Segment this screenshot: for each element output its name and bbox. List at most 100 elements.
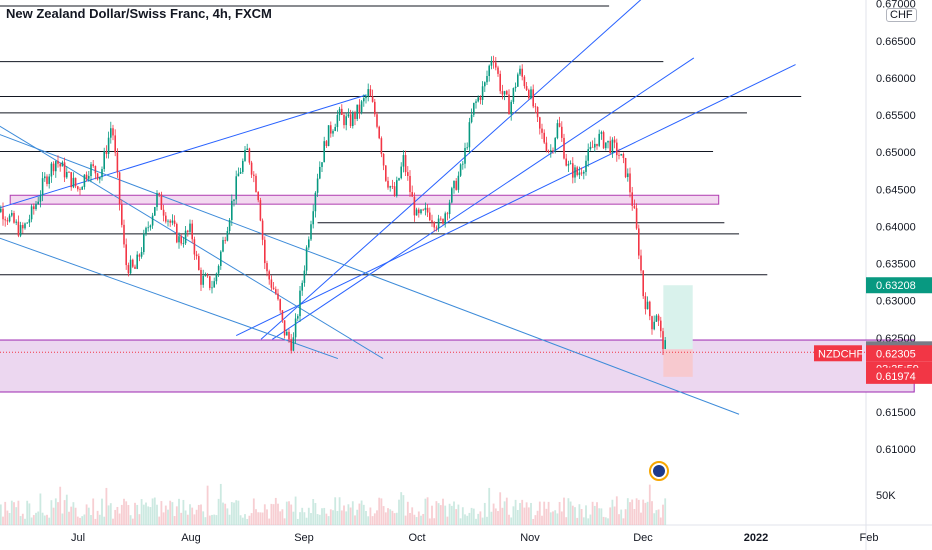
volume-bar [145, 502, 147, 525]
volume-bar [325, 513, 328, 525]
event-flag-icon-inner [653, 465, 665, 477]
candle-body [204, 275, 207, 277]
volume-bar [420, 515, 422, 525]
candle-body [646, 301, 649, 310]
price-axis[interactable]: 0.67000 0.66500 0.66000 0.65500 0.65000 0.645… [876, 0, 916, 502]
volume-bar [659, 517, 662, 525]
candle-body [184, 230, 187, 244]
candle-body [248, 148, 251, 163]
candle-body [565, 158, 567, 166]
candle-body [173, 220, 176, 224]
candle-body [561, 126, 563, 138]
candle-body [129, 259, 132, 274]
volume-bar [459, 518, 462, 525]
volume-bar [237, 500, 240, 525]
candle-body [578, 172, 581, 175]
candle-body [145, 227, 147, 234]
candle-body [407, 172, 409, 176]
volume-bar [63, 500, 66, 525]
volume-bar [549, 512, 552, 525]
volume-bar [437, 503, 440, 525]
volume-bar [153, 497, 156, 525]
candle-body [88, 176, 90, 179]
candle-body [367, 89, 369, 97]
candle-body [156, 193, 158, 208]
candle-body [363, 98, 365, 102]
candle-body [81, 186, 83, 190]
volume-bar [391, 510, 394, 525]
candle-body [33, 206, 35, 210]
volume-bar [169, 500, 172, 525]
candle-body [132, 259, 134, 267]
time-axis[interactable]: Jul Aug Sep Oct Nov Dec 2022 Feb [71, 532, 879, 544]
candle-body [591, 146, 594, 148]
volume-bar [450, 505, 453, 525]
volume-bar [94, 518, 97, 525]
volume-bar [19, 516, 22, 525]
volume-bar [580, 508, 583, 525]
candle-body [596, 143, 598, 146]
candle-body [631, 192, 633, 206]
volume-bar [406, 501, 409, 525]
candle-body [418, 209, 420, 214]
volume-bar [299, 512, 301, 525]
volume-bar [494, 508, 497, 525]
candle-body [413, 196, 416, 216]
candle-body [0, 208, 2, 212]
volume-bar [127, 504, 130, 525]
candle-body [99, 177, 101, 180]
currency-badge[interactable]: CHF [886, 8, 917, 22]
candle-body [272, 287, 275, 290]
candle-body [149, 225, 152, 228]
volume-bar [453, 501, 455, 525]
x-tick-label: Nov [520, 532, 540, 544]
y-tick-label: 0.61500 [876, 407, 916, 419]
candle-body [448, 202, 451, 215]
candle-body [655, 315, 658, 322]
candle-body [136, 254, 138, 269]
candle-body [226, 231, 229, 241]
candle-body [59, 163, 61, 167]
volume-bar [585, 505, 587, 525]
y-tick-label: 0.64500 [876, 184, 916, 196]
volume-bar [644, 502, 647, 525]
candle-body [514, 86, 517, 89]
candle-body [380, 138, 383, 154]
volume-bar [52, 507, 55, 525]
candle-body [523, 76, 526, 87]
candle-body [138, 254, 141, 257]
candle-body [323, 141, 325, 163]
volume-bar [571, 505, 574, 525]
candle-body [123, 224, 125, 245]
volume-bar [600, 508, 603, 525]
volume-bar [310, 513, 312, 525]
volume-bar [508, 514, 510, 525]
volume-bar [54, 498, 57, 525]
candle-body [464, 148, 466, 164]
volume-bar [206, 485, 209, 525]
volume-bar [648, 484, 651, 525]
position-tool[interactable] [663, 285, 693, 377]
candle-body [574, 167, 576, 178]
candle-body [644, 296, 647, 310]
volume-bar [76, 516, 79, 525]
candle-body [13, 212, 15, 223]
candle-body [642, 270, 644, 297]
volume-bar [270, 503, 273, 525]
price-tag-1 [866, 277, 932, 294]
candle-body [510, 101, 512, 115]
candle-body [209, 276, 211, 288]
candle-body [649, 301, 651, 317]
candle-body [303, 270, 306, 283]
volume-bar [457, 504, 460, 525]
volume-bar [156, 504, 158, 525]
candle-body [94, 166, 97, 174]
candle-body [468, 122, 471, 148]
candle-body [6, 220, 9, 222]
candle-body [356, 104, 358, 119]
candle-body [382, 153, 385, 166]
candle-body [160, 194, 163, 210]
candle-body [193, 239, 196, 255]
